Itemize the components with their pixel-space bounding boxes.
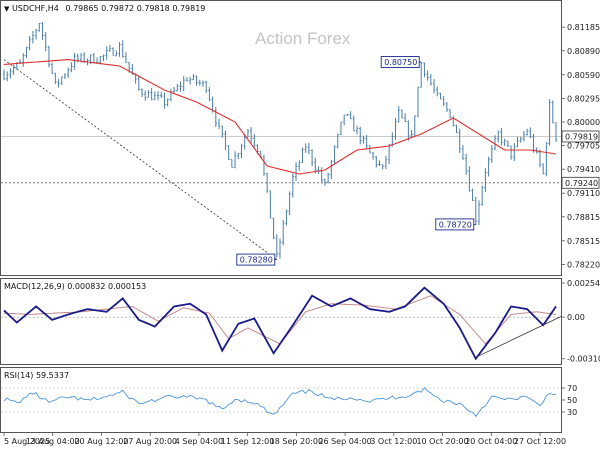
price-tick-label-9: 0.78515 (567, 237, 600, 246)
time-tick-label-5: 11 Sep 12:00 (221, 437, 274, 446)
macd-tick-label-1: 0.00 (567, 313, 585, 322)
price-panel-frame (0, 0, 562, 276)
rsi-layer (1, 387, 561, 418)
price-tick-label-6: 0.79410 (567, 165, 600, 174)
current-price-box (561, 130, 600, 143)
macd-layer (1, 286, 562, 361)
price-tick-label-4: 0.80000 (567, 118, 600, 127)
rsi-line (3, 387, 557, 418)
price-flag-label-2: 0.78720 (439, 220, 472, 229)
time-tick-label-1: 13 Aug 04:00 (26, 437, 80, 446)
trendline-layer (3, 59, 278, 260)
current-price-box-label: 0.79819 (565, 132, 598, 141)
moving-average-line (3, 59, 557, 175)
rsi-tick-label-0: 70 (567, 384, 577, 393)
price-tick-label-2: 0.80590 (567, 71, 600, 80)
support-level-box-label: 0.79240 (565, 179, 598, 188)
price-tick-label-10: 0.78220 (567, 260, 600, 269)
price-tick-label-1: 0.80890 (567, 47, 600, 56)
support-level-box (561, 176, 600, 189)
price-flag-label-0: 0.80750 (384, 58, 417, 67)
time-tick-label-4: 4 Sep 04:00 (175, 437, 223, 446)
rsi-axis: 70 50 30 (561, 384, 577, 417)
price-flag-0 (380, 56, 420, 68)
macd-trendline (475, 316, 562, 358)
macd-axis: 0.002549 0.00 -0.003106 (561, 279, 600, 364)
macd-label: MACD(12,26,9) 0.000832 0.000153 (4, 282, 146, 291)
time-tick-label-8: 3 Oct 12:00 (370, 437, 417, 446)
price-flag-1 (236, 253, 276, 266)
macd-tick-label-0: 0.002549 (567, 279, 600, 288)
price-tick-label-8: 0.78815 (567, 213, 600, 222)
macd-signal-line (3, 295, 557, 345)
price-tick-label-7: 0.79110 (567, 189, 600, 198)
time-tick-label-0: 5 Aug 2025 (4, 437, 50, 446)
candles (2, 22, 558, 259)
time-tick-label-10: 20 Oct 04:00 (465, 437, 517, 446)
time-tick-label-11: 27 Oct 12:00 (514, 437, 566, 446)
price-flag-label-1: 0.78280 (240, 256, 273, 265)
price-tick-label-5: 0.79705 (567, 142, 600, 151)
price-axis: 0.81185 0.80890 0.80590 0.80295 0.80000 0.797… (561, 23, 600, 269)
macd-tick-label-2: -0.003106 (567, 355, 600, 364)
collapse-triangle-icon[interactable]: ▼ (4, 5, 10, 13)
macd-panel-frame (0, 278, 562, 365)
time-tick-label-3: 27 Aug 20:00 (123, 437, 177, 446)
time-tick-label-6: 18 Sep 20:00 (270, 437, 323, 446)
rsi-label: RSI(14) 59.5337 (4, 371, 69, 380)
price-panel-header: ▼ USDCHF,H4 0.79865 0.79872 0.79818 0.79… (4, 4, 205, 13)
price-tick-label-0: 0.81185 (567, 23, 600, 32)
price-tick-label-3: 0.80295 (567, 94, 600, 103)
macd-line (3, 286, 557, 361)
time-tick-label-7: 26 Sep 04:00 (318, 437, 371, 446)
watermark: Action Forex (255, 29, 351, 48)
price-grid (1, 136, 561, 184)
rsi-tick-label-1: 50 (567, 396, 577, 405)
ohlc-label: 0.79865 0.79872 0.79818 0.79819 (65, 4, 205, 13)
panel-frames (0, 0, 562, 433)
rsi-tick-label-2: 30 (567, 408, 577, 417)
symbol-label: USDCHF,H4 (12, 4, 59, 13)
dashed-trendline (3, 59, 278, 260)
price-flag-2 (435, 218, 475, 231)
time-tick-label-2: 20 Aug 12:00 (74, 437, 128, 446)
moving-average-layer (3, 59, 557, 175)
price-flags: 0.80750 0.78280 0.78720 (236, 56, 476, 266)
time-tick-label-9: 10 Oct 20:00 (416, 437, 468, 446)
